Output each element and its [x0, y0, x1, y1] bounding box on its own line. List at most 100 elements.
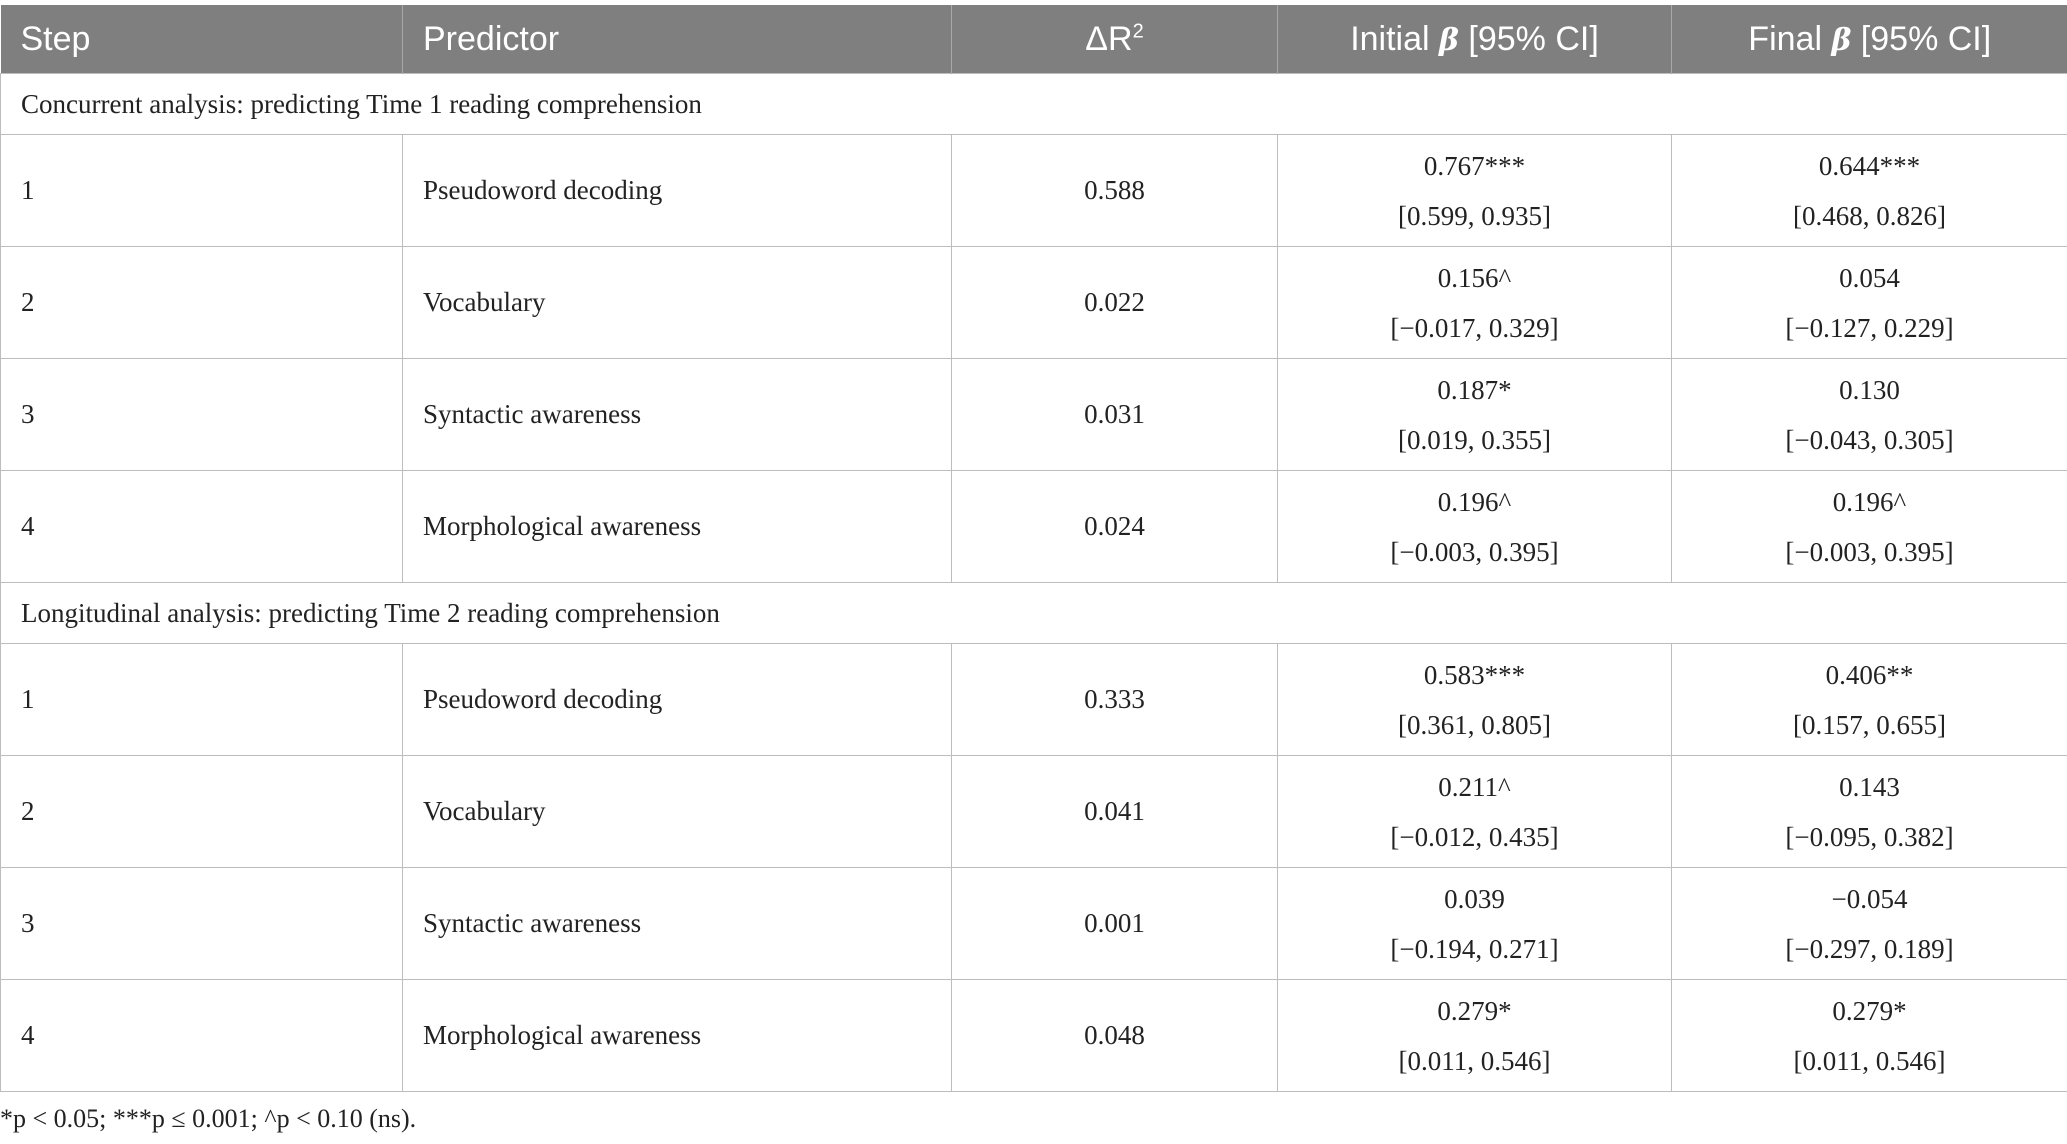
final-ci-value: [−0.127, 0.229] [1785, 312, 1954, 343]
delta-r2-cell: 0.333 [951, 643, 1278, 756]
table-header: Step Predictor ΔR2 Initial β [95% CI] Fi… [0, 5, 2067, 74]
delta-r2-cell: 0.048 [951, 979, 1278, 1092]
step-cell: 1 [0, 134, 403, 247]
final-ci-value: [−0.095, 0.382] [1785, 821, 1954, 852]
step-cell: 2 [0, 755, 403, 868]
initial-beta-cell: 0.583*** [0.361, 0.805] [1277, 643, 1672, 756]
initial-beta-cell: 0.156^ [−0.017, 0.329] [1277, 246, 1672, 359]
initial-beta-value: 0.156^ [1437, 262, 1512, 293]
table-row: 4 Morphological awareness 0.048 0.279* [0.01… [0, 979, 2067, 1092]
final-beta-value: 0.406** [1825, 659, 1914, 690]
delta-r2-cell: 0.041 [951, 755, 1278, 868]
final-beta-value: 0.644*** [1818, 150, 1921, 181]
initial-beta-value: 0.767*** [1423, 150, 1526, 181]
initial-label: Initial [1350, 19, 1440, 58]
final-beta-value: −0.054 [1831, 883, 1908, 914]
initial-beta-value: 0.211^ [1438, 771, 1511, 802]
initial-beta-value: 0.583*** [1423, 659, 1526, 690]
delta-r2-cell: 0.588 [951, 134, 1278, 247]
header-final-beta: Final β [95% CI] [1671, 5, 2067, 74]
table-body: Concurrent analysis: predicting Time 1 r… [0, 73, 2067, 1092]
step-cell: 2 [0, 246, 403, 359]
step-cell: 1 [0, 643, 403, 756]
initial-ci-value: [−0.012, 0.435] [1390, 821, 1559, 852]
final-beta-value: 0.130 [1839, 374, 1900, 405]
step-cell: 3 [0, 358, 403, 471]
final-beta-value: 0.279* [1832, 995, 1907, 1026]
final-ci-value: [0.468, 0.826] [1793, 200, 1946, 231]
predictor-cell: Morphological awareness [402, 470, 952, 583]
initial-beta-cell: 0.196^ [−0.003, 0.395] [1277, 470, 1672, 583]
table-row: 1 Pseudoword decoding 0.333 0.583*** [0.361,… [0, 643, 2067, 756]
final-ci-value: [0.011, 0.546] [1793, 1045, 1946, 1076]
delta-r2-symbol: ΔR [1085, 19, 1133, 58]
delta-r2-cell: 0.031 [951, 358, 1278, 471]
final-beta-cell: 0.279* [0.011, 0.546] [1671, 979, 2067, 1092]
final-ci-value: [0.157, 0.655] [1793, 709, 1946, 740]
initial-beta-cell: 0.211^ [−0.012, 0.435] [1277, 755, 1672, 868]
section-row: Longitudinal analysis: predicting Time 2… [0, 582, 2067, 644]
section-row: Concurrent analysis: predicting Time 1 r… [0, 73, 2067, 135]
initial-ci-value: [0.361, 0.805] [1398, 709, 1551, 740]
initial-beta-value: 0.196^ [1437, 486, 1512, 517]
predictor-cell: Vocabulary [402, 246, 952, 359]
initial-beta-value: 0.039 [1444, 883, 1505, 914]
initial-ci-value: [0.599, 0.935] [1398, 200, 1551, 231]
delta-r2-sup: 2 [1132, 20, 1144, 43]
initial-beta-cell: 0.187* [0.019, 0.355] [1277, 358, 1672, 471]
table-row: 2 Vocabulary 0.041 0.211^ [−0.012, 0.435] 0.1… [0, 755, 2067, 868]
initial-beta-cell: 0.767*** [0.599, 0.935] [1277, 134, 1672, 247]
initial-ci-value: [−0.017, 0.329] [1390, 312, 1559, 343]
final-ci-value: [−0.297, 0.189] [1785, 933, 1954, 964]
table-row: 3 Syntactic awareness 0.001 0.039 [−0.194, 0… [0, 867, 2067, 980]
initial-beta-value: 0.187* [1437, 374, 1512, 405]
initial-ci-value: [0.011, 0.546] [1398, 1045, 1551, 1076]
final-beta-value: 0.196^ [1832, 486, 1907, 517]
header-initial-beta: Initial β [95% CI] [1277, 5, 1672, 74]
table-footnote: *p < 0.05; ***p ≤ 0.001; ^p < 0.10 (ns). [0, 1104, 417, 1133]
section-title: Concurrent analysis: predicting Time 1 r… [0, 73, 2067, 135]
header-delta-r2: ΔR2 [951, 5, 1278, 74]
initial-beta-value: 0.279* [1437, 995, 1512, 1026]
predictor-cell: Pseudoword decoding [402, 134, 952, 247]
initial-ci-label: [95% CI] [1458, 19, 1599, 58]
final-beta-cell: 0.130 [−0.043, 0.305] [1671, 358, 2067, 471]
final-ci-value: [−0.043, 0.305] [1785, 424, 1954, 455]
delta-r2-cell: 0.001 [951, 867, 1278, 980]
section-title: Longitudinal analysis: predicting Time 2… [0, 582, 2067, 644]
final-beta-cell: 0.054 [−0.127, 0.229] [1671, 246, 2067, 359]
initial-beta-cell: 0.039 [−0.194, 0.271] [1277, 867, 1672, 980]
final-beta-value: 0.143 [1839, 771, 1900, 802]
delta-r2-cell: 0.024 [951, 470, 1278, 583]
final-ci-label: [95% CI] [1851, 19, 1992, 58]
initial-ci-value: [−0.194, 0.271] [1390, 933, 1559, 964]
predictor-cell: Syntactic awareness [402, 358, 952, 471]
beta-symbol: β [1831, 22, 1852, 58]
final-beta-cell: 0.406** [0.157, 0.655] [1671, 643, 2067, 756]
predictor-cell: Vocabulary [402, 755, 952, 868]
regression-table: Step Predictor ΔR2 Initial β [95% CI] Fi… [0, 5, 2067, 1092]
final-beta-cell: 0.644*** [0.468, 0.826] [1671, 134, 2067, 247]
step-cell: 3 [0, 867, 403, 980]
final-beta-value: 0.054 [1839, 262, 1900, 293]
header-predictor: Predictor [402, 5, 952, 74]
table-row: 3 Syntactic awareness 0.031 0.187* [0.019, 0… [0, 358, 2067, 471]
initial-ci-value: [0.019, 0.355] [1398, 424, 1551, 455]
table-row: 4 Morphological awareness 0.024 0.196^ [−0.0… [0, 470, 2067, 583]
header-step: Step [0, 5, 403, 74]
predictor-cell: Morphological awareness [402, 979, 952, 1092]
final-beta-cell: −0.054 [−0.297, 0.189] [1671, 867, 2067, 980]
step-cell: 4 [0, 470, 403, 583]
beta-symbol: β [1439, 22, 1459, 58]
step-cell: 4 [0, 979, 403, 1092]
initial-beta-cell: 0.279* [0.011, 0.546] [1277, 979, 1672, 1092]
final-ci-value: [−0.003, 0.395] [1785, 536, 1954, 567]
header-row: Step Predictor ΔR2 Initial β [95% CI] Fi… [0, 5, 2067, 74]
predictor-cell: Pseudoword decoding [402, 643, 952, 756]
final-beta-cell: 0.196^ [−0.003, 0.395] [1671, 470, 2067, 583]
table-row: 2 Vocabulary 0.022 0.156^ [−0.017, 0.329] 0.0… [0, 246, 2067, 359]
delta-r2-cell: 0.022 [951, 246, 1278, 359]
table-row: 1 Pseudoword decoding 0.588 0.767*** [0.599,… [0, 134, 2067, 247]
final-beta-cell: 0.143 [−0.095, 0.382] [1671, 755, 2067, 868]
predictor-cell: Syntactic awareness [402, 867, 952, 980]
